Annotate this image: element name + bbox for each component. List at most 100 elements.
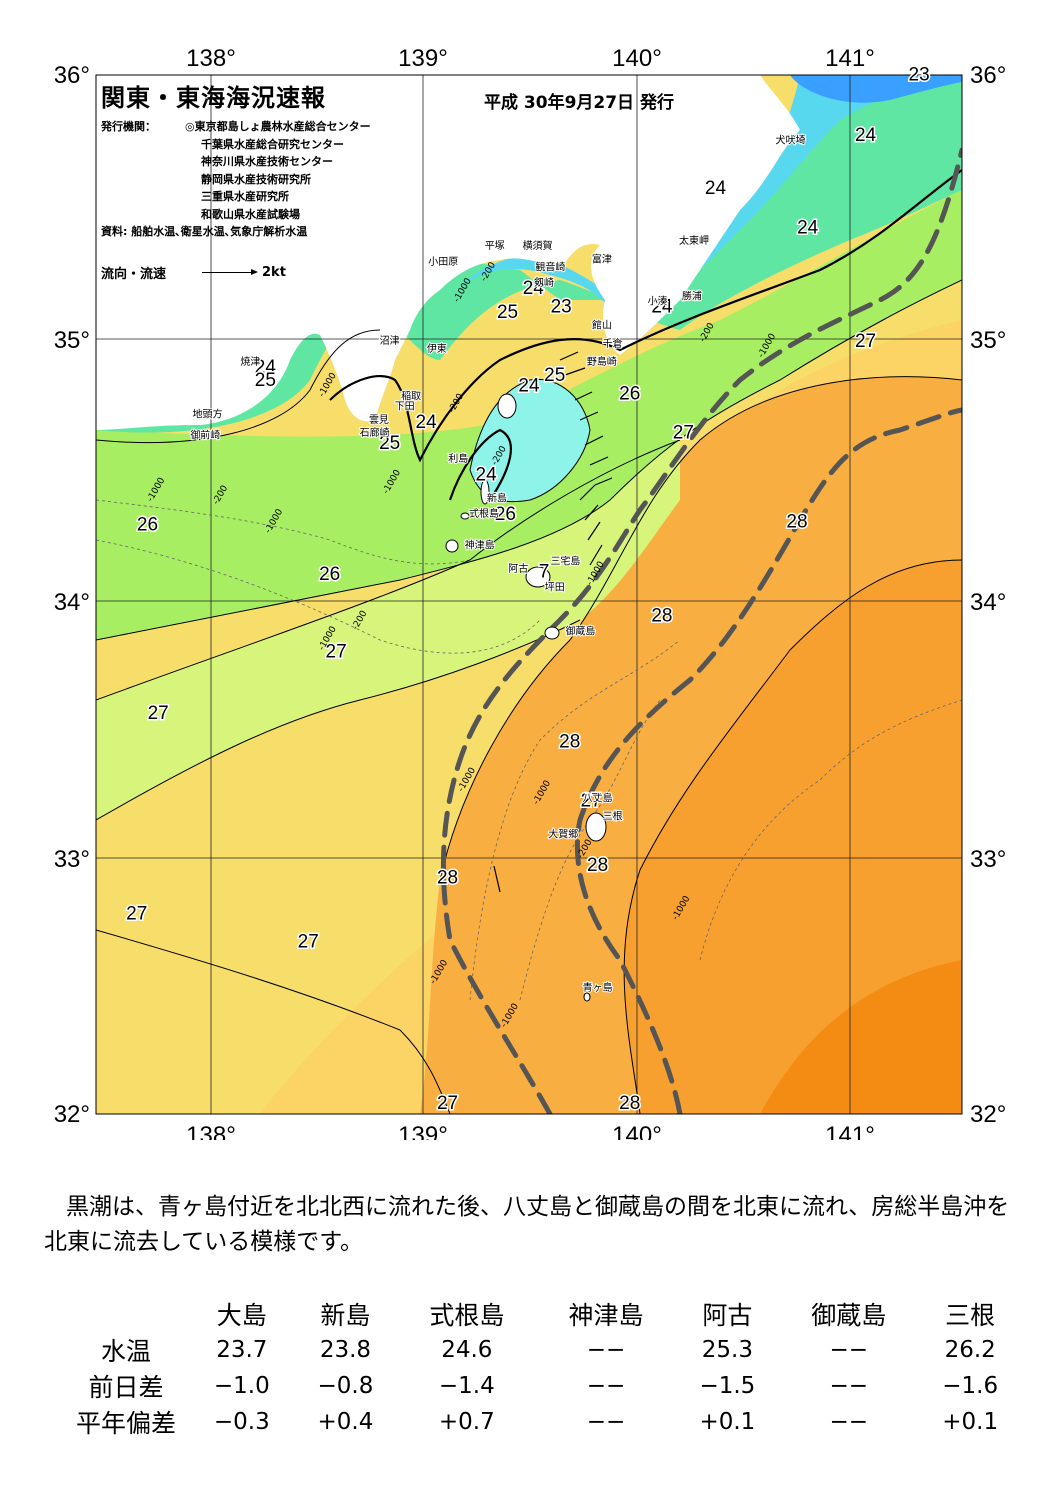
place-label: 青ヶ島 bbox=[583, 981, 613, 994]
place-label: 八丈島 bbox=[583, 791, 613, 804]
table-cell: −0.8 bbox=[317, 1373, 374, 1399]
isotherm-label: 26 bbox=[319, 564, 340, 585]
zone-29 bbox=[760, 960, 962, 1114]
place-label: 神津島 bbox=[465, 539, 495, 552]
place-label: 御前崎 bbox=[190, 429, 220, 442]
latitude-label: 35° bbox=[54, 327, 90, 354]
zone-25 bbox=[96, 75, 962, 433]
issue-date: 平成 30年9月27日 発行 bbox=[484, 93, 674, 113]
latitude-label: 33° bbox=[970, 846, 1006, 873]
column-header: 神津島 bbox=[568, 1301, 644, 1330]
table-cell: −1.5 bbox=[699, 1373, 756, 1399]
latitude-label: 33° bbox=[54, 846, 90, 873]
islands bbox=[445, 393, 607, 1002]
map-header: 関東・東海海況速報 発行機関： ◎東京都島しょ農林水産総合センター 千葉県水産総… bbox=[101, 84, 431, 240]
table-row: 水温 23.7 23.8 24.6 −− 25.3 −− 26.2 bbox=[62, 1332, 1022, 1368]
place-label: 石廊崎 bbox=[360, 426, 390, 439]
table-cell: −− bbox=[829, 1409, 869, 1435]
place-label: 伊東 bbox=[427, 342, 447, 355]
place-label: 利島 bbox=[448, 452, 468, 465]
publisher-item: 三重県水産研究所 bbox=[201, 190, 289, 203]
latitude-label: 34° bbox=[970, 589, 1006, 616]
place-label: 三宅島 bbox=[550, 554, 580, 567]
isotherm-label: 24 bbox=[651, 297, 673, 318]
table-cell: −− bbox=[586, 1337, 626, 1363]
table-cell: −− bbox=[586, 1373, 626, 1399]
land-mass bbox=[96, 75, 800, 430]
longitude-labels-top: 138° 139° 140° 141° bbox=[186, 45, 875, 72]
publisher-item: 神奈川県水産技術センター bbox=[201, 155, 333, 168]
place-label: 千倉 bbox=[603, 337, 623, 350]
place-label: 稲取 bbox=[401, 390, 421, 402]
isotherm-label: 24 bbox=[518, 375, 540, 396]
longitude-label: 139° bbox=[398, 1122, 448, 1140]
place-label: 沼津 bbox=[380, 334, 400, 347]
isotherm-label: 28 bbox=[651, 606, 672, 627]
zone-28-core bbox=[624, 560, 962, 1114]
column-header: 大島 bbox=[216, 1301, 267, 1330]
isotherm-label: 24 bbox=[797, 217, 819, 238]
publisher-item: ◎東京都島しょ農林水産総合センター bbox=[185, 120, 371, 133]
table-cell: 26.2 bbox=[944, 1337, 996, 1363]
isotherm-label: 7 bbox=[539, 561, 550, 582]
longitude-labels-bottom: 138° 139° 140° 141° bbox=[186, 1122, 875, 1140]
column-header: 阿古 bbox=[702, 1301, 753, 1330]
map-frame bbox=[95, 74, 963, 1115]
table-cell: +0.4 bbox=[317, 1409, 374, 1435]
isotherm-label: 27 bbox=[581, 791, 602, 812]
latitude-labels-left: 36° 35° 34° 33° 32° bbox=[54, 62, 90, 1128]
table-cell: −− bbox=[586, 1409, 626, 1435]
isotherm-label: 28 bbox=[587, 855, 608, 876]
current-vectors bbox=[493, 351, 613, 893]
longitude-label: 141° bbox=[825, 1122, 875, 1140]
place-label: 館山 bbox=[592, 318, 612, 331]
sea-temperature-map: 138° 139° 140° 141° 138° 139° 140° 141° 36° 35°… bbox=[54, 45, 1007, 1140]
table-cell: −1.6 bbox=[942, 1373, 999, 1399]
table-cell: −1.0 bbox=[213, 1373, 270, 1399]
place-label: 太東岬 bbox=[679, 234, 709, 247]
isotherm-label: 28 bbox=[619, 1093, 640, 1114]
flow-legend: 流向・流速 2kt bbox=[101, 263, 286, 282]
isotherm-label: 24 bbox=[416, 412, 438, 433]
longitude-label: 138° bbox=[186, 1122, 236, 1140]
place-label: 坪田 bbox=[545, 581, 565, 594]
table-cell: 25.3 bbox=[701, 1337, 753, 1363]
row-header: 水温 bbox=[100, 1337, 151, 1366]
isotherm-label: 24 bbox=[476, 464, 498, 485]
table-row: 平年偏差 −0.3 +0.4 +0.7 −− +0.1 −− +0.1 bbox=[62, 1404, 1022, 1440]
isotherm-label: 26 bbox=[619, 383, 640, 404]
column-header: 式根島 bbox=[429, 1301, 505, 1330]
place-label: 地頭方 bbox=[192, 408, 222, 421]
isotherm-label: 27 bbox=[855, 331, 876, 352]
kuroshio-axis bbox=[440, 147, 962, 1114]
publisher-item: 千葉県水産総合研究センター bbox=[201, 137, 344, 151]
place-label: 下田 bbox=[395, 402, 415, 413]
publishers-label: 発行機関： bbox=[101, 120, 156, 133]
temperature-table: 大島 新島 式根島 神津島 阿古 御蔵島 三根 水温 23.7 23.8 24.… bbox=[62, 1296, 1022, 1440]
isotherm-label: 24 bbox=[705, 178, 727, 199]
zone-23 bbox=[790, 75, 962, 103]
arrow-right-icon bbox=[202, 269, 259, 275]
latitude-label: 35° bbox=[970, 327, 1006, 354]
isotherm-label: 28 bbox=[559, 731, 580, 752]
place-label: 勝浦 bbox=[682, 289, 702, 302]
place-label: 大賀郷 bbox=[548, 827, 578, 840]
place-label: 新島 bbox=[487, 491, 507, 504]
publisher-item: 静岡県水産技術研究所 bbox=[201, 172, 311, 186]
column-header: 御蔵島 bbox=[811, 1301, 887, 1330]
place-label: 横須賀 bbox=[523, 239, 553, 252]
data-sources: 資料: 船舶水温､衛星水温､気象庁解析水温 bbox=[101, 225, 308, 238]
isotherm-label: 25 bbox=[255, 370, 276, 391]
table-cell: +0.7 bbox=[438, 1409, 495, 1435]
table-cell: 23.7 bbox=[216, 1337, 268, 1363]
table-cell: 23.8 bbox=[319, 1337, 372, 1363]
table-cell: +0.1 bbox=[942, 1409, 999, 1435]
place-label: 平塚 bbox=[485, 240, 505, 252]
isotherm-label: 24 bbox=[855, 125, 877, 146]
isotherm-label: 25 bbox=[544, 365, 565, 386]
place-label: 阿古 bbox=[508, 562, 528, 575]
table-row: 前日差 −1.0 −0.8 −1.4 −− −1.5 −− −1.6 bbox=[62, 1368, 1022, 1404]
map-title: 関東・東海海況速報 bbox=[101, 84, 326, 112]
place-label: 富津 bbox=[592, 252, 612, 265]
